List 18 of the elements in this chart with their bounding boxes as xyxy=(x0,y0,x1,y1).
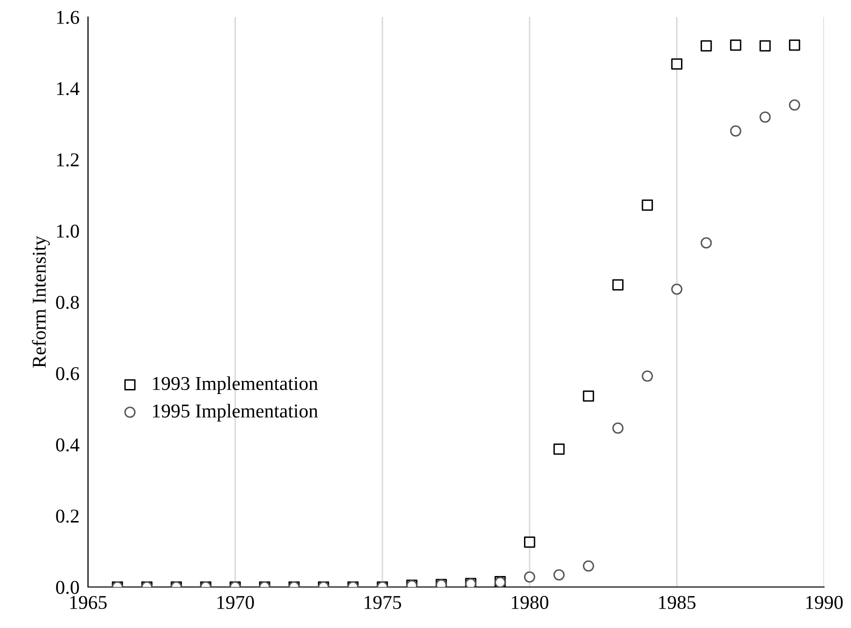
y-tick-label: 1.2 xyxy=(57,153,79,167)
x-tick-label: 1965 xyxy=(70,596,107,610)
y-tick-label: 1.4 xyxy=(57,82,80,96)
x-tick-label: 1985 xyxy=(659,596,696,610)
y-tick-label: 0.6 xyxy=(56,367,80,380)
x-tick-label: 1980 xyxy=(512,596,548,610)
y-tick-label: 0.4 xyxy=(56,438,80,452)
y-tick-label: 0.2 xyxy=(56,510,79,523)
y-tick-label: 1.6 xyxy=(57,10,80,24)
x-tick-label: 1975 xyxy=(364,596,402,610)
legend-label: 1995 Implementation xyxy=(153,404,318,422)
y-axis-title: Reform Intensity xyxy=(32,236,50,368)
x-tick-label: 1970 xyxy=(217,596,254,610)
y-tick-label: 1.0 xyxy=(57,224,79,238)
x-tick-label: 1990 xyxy=(806,596,843,610)
legend-label: 1993 Implementation xyxy=(153,376,318,394)
y-tick-label: 0.0 xyxy=(56,580,79,594)
y-tick-label: 0.8 xyxy=(56,296,79,310)
